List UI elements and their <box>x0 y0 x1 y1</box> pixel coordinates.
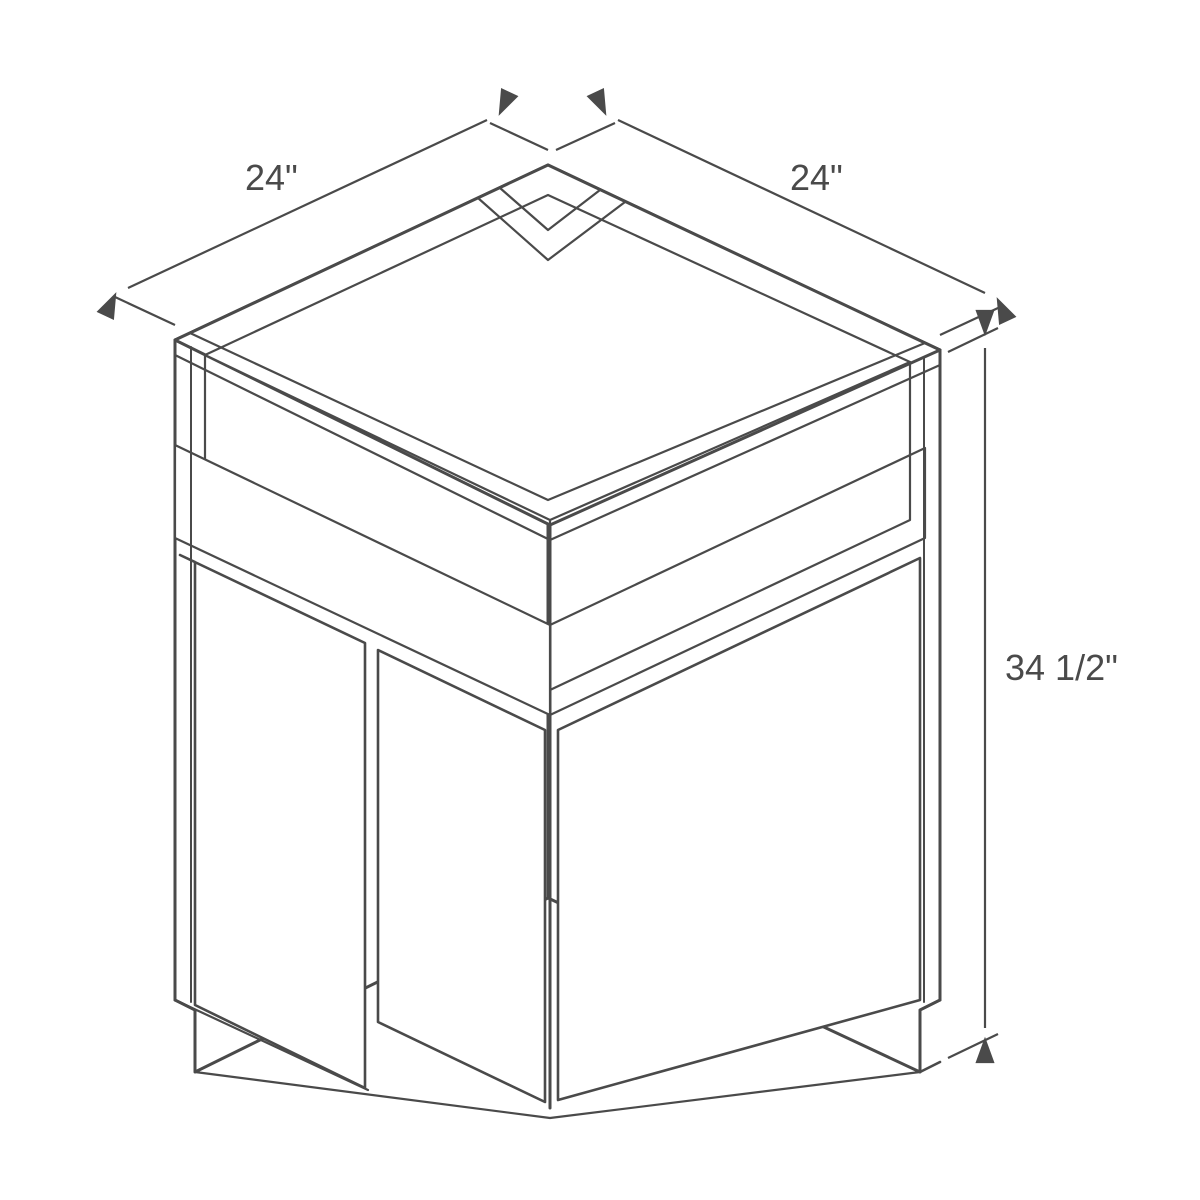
cabinet-body <box>175 165 940 1118</box>
dimension-height-label: 34 1/2" <box>1005 647 1118 688</box>
dimension-height <box>948 311 998 1062</box>
dimension-depth-label: 24" <box>245 157 298 198</box>
dimension-width-label: 24" <box>790 157 843 198</box>
cabinet-dimension-diagram: 24" 24" 34 1/2" <box>0 0 1200 1200</box>
